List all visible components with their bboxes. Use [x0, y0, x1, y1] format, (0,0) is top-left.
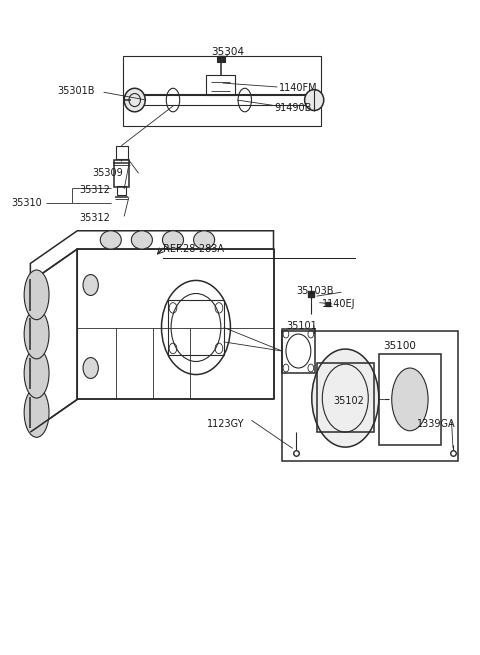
Ellipse shape [24, 270, 49, 320]
Ellipse shape [83, 274, 98, 295]
Text: 1339GA: 1339GA [417, 419, 456, 429]
Text: 1123GY: 1123GY [206, 419, 244, 429]
Bar [123, 56, 322, 126]
Bar [116, 146, 128, 159]
Ellipse shape [162, 231, 183, 249]
Text: 1140EJ: 1140EJ [323, 299, 356, 309]
Ellipse shape [193, 231, 215, 249]
Ellipse shape [132, 231, 153, 249]
Bar [379, 354, 441, 445]
Ellipse shape [124, 88, 145, 112]
Bar [217, 56, 225, 62]
Text: 35309: 35309 [93, 168, 123, 178]
Text: 35310: 35310 [11, 198, 42, 208]
Ellipse shape [24, 309, 49, 359]
Bar [77, 249, 274, 400]
Bar [117, 185, 126, 195]
Text: 35103B: 35103B [297, 286, 334, 296]
Text: 35100: 35100 [384, 341, 417, 351]
Ellipse shape [83, 358, 98, 379]
Ellipse shape [392, 368, 428, 431]
Bar [317, 364, 374, 432]
Text: 1140FM: 1140FM [279, 83, 318, 93]
Ellipse shape [312, 349, 379, 447]
Ellipse shape [305, 90, 324, 111]
Bar [282, 331, 458, 461]
Ellipse shape [100, 231, 121, 249]
Bar [114, 160, 129, 187]
Bar [282, 329, 315, 373]
Text: 35304: 35304 [212, 47, 244, 57]
Text: 35312: 35312 [80, 213, 110, 223]
Text: 91490B: 91490B [275, 103, 312, 113]
Text: 35301B: 35301B [57, 86, 95, 96]
Ellipse shape [24, 348, 49, 398]
Text: 35312: 35312 [80, 185, 110, 195]
Ellipse shape [24, 388, 49, 438]
Text: REF.28-283A: REF.28-283A [163, 244, 225, 254]
Text: 35102: 35102 [333, 396, 364, 405]
Text: 35101: 35101 [286, 321, 317, 331]
Bar [168, 300, 224, 355]
